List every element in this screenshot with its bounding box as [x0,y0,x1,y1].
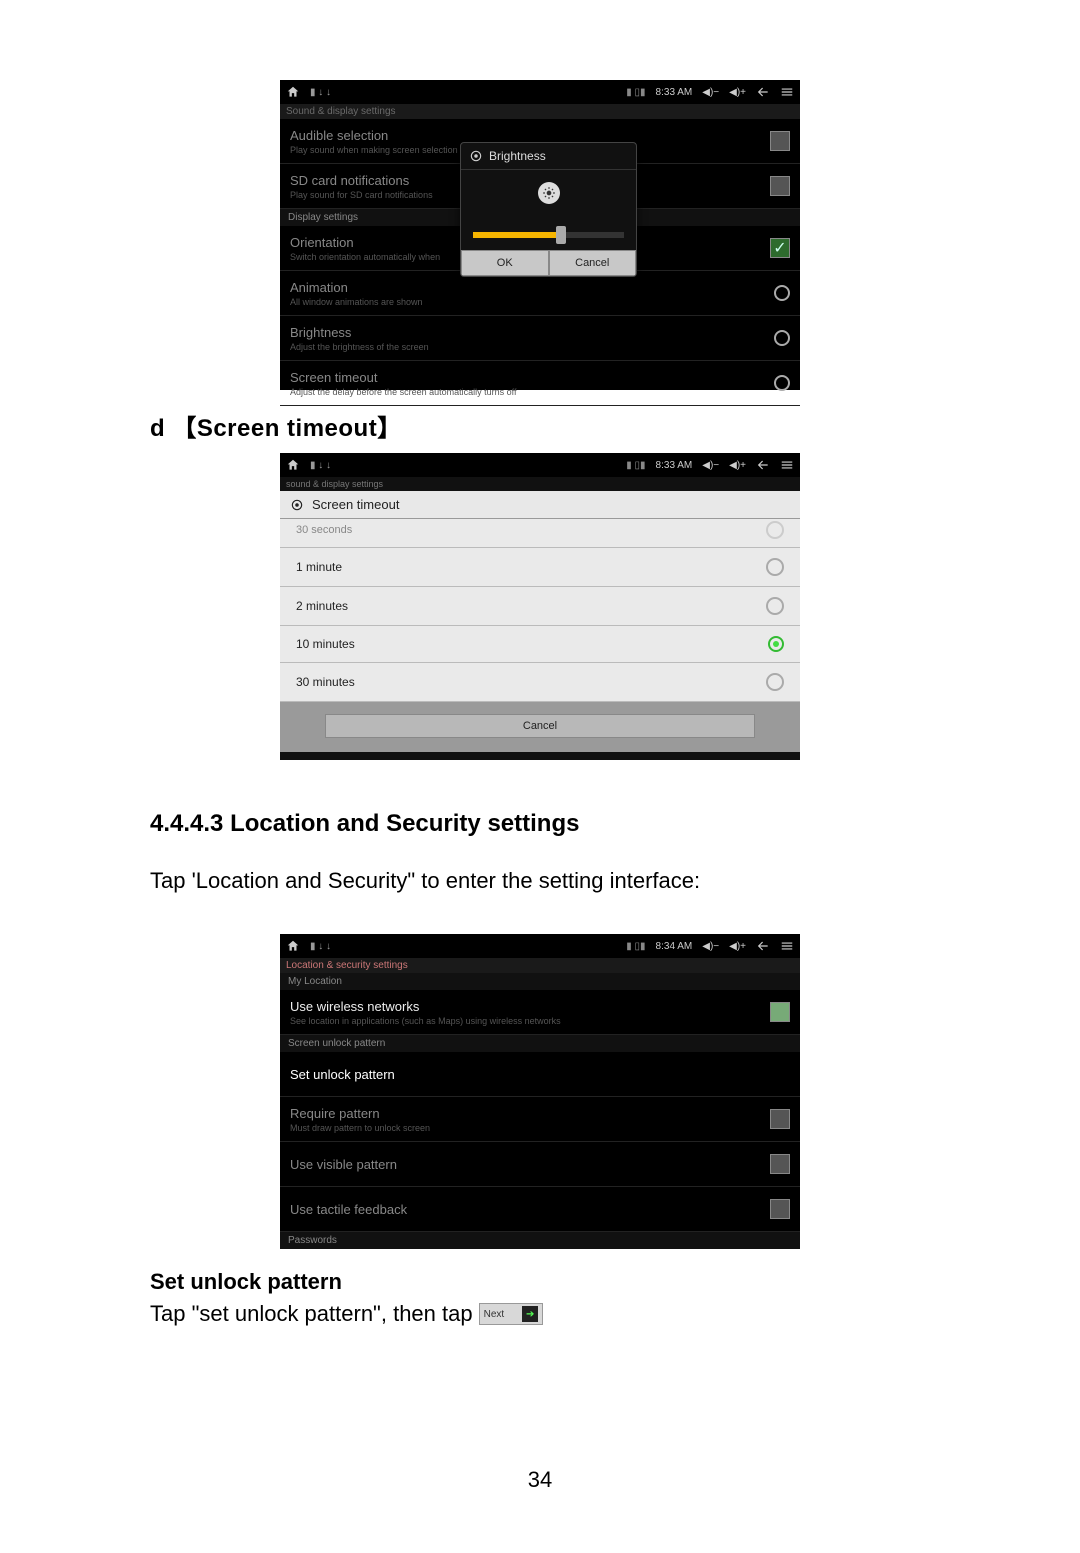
status-time: 8:33 AM [656,87,693,98]
row-tactile[interactable]: Use tactile feedback [280,1187,800,1232]
row-title: Screen timeout [290,370,516,385]
next-button-image: Next ➔ [479,1303,544,1325]
checkbox-icon[interactable] [770,1109,790,1129]
radio-icon[interactable] [766,597,784,615]
paragraph-location: Tap 'Location and Security" to enter the… [150,868,930,894]
section-mylocation: My Location [280,973,800,990]
checkbox-icon[interactable] [770,131,790,151]
status-time: 8:34 AM [656,941,693,952]
menu-icon [780,85,794,99]
status-bar: ▮ ↓ ↓ ▮ ▯▮ 8:34 AM ◀)− ◀)+ [280,934,800,958]
timeout-dialog-header: Screen timeout [280,491,800,519]
more-icon[interactable] [774,285,790,301]
vol-down-icon: ◀)− [702,941,719,952]
more-icon[interactable] [774,330,790,346]
checkbox-icon[interactable] [770,1154,790,1174]
more-icon[interactable] [774,375,790,391]
row-title: Use visible pattern [290,1157,397,1172]
back-icon [756,458,770,472]
vol-down-icon: ◀)− [702,460,719,471]
row-title: Set unlock pattern [290,1067,395,1082]
row-require-pattern[interactable]: Require pattern Must draw pattern to unl… [280,1097,800,1142]
page-number: 34 [150,1467,930,1493]
checkbox-icon[interactable] [770,176,790,196]
checkbox-icon[interactable] [770,1002,790,1022]
row-brightness[interactable]: Brightness Adjust the brightness of the … [280,316,800,361]
row-screen-timeout[interactable]: Screen timeout Adjust the delay before t… [280,361,800,406]
vol-down-icon: ◀)− [702,87,719,98]
target-icon [469,149,483,163]
brightness-dialog: Brightness OK Cancel [460,142,637,277]
screenshot-brightness: ▮ ↓ ↓ ▮ ▯▮ 8:33 AM ◀)− ◀)+ Sound & displ… [280,80,800,390]
row-sub: Adjust the brightness of the screen [290,342,429,352]
option-2min[interactable]: 2 minutes [280,587,800,626]
status-time: 8:33 AM [656,460,693,471]
back-icon [756,85,770,99]
menu-icon [780,458,794,472]
row-title: Animation [290,280,423,295]
row-title: Orientation [290,235,440,250]
dialog-title: Brightness [489,149,546,163]
next-label: Next [484,1309,505,1320]
row-wireless[interactable]: Use wireless networks See location in ap… [280,990,800,1035]
cancel-button[interactable]: Cancel [325,714,755,738]
paragraph-set-unlock-line: Tap "set unlock pattern", then tap Next … [150,1301,930,1327]
back-icon [756,939,770,953]
radio-icon[interactable] [766,673,784,691]
option-30s[interactable]: 30 seconds [280,519,800,548]
home-icon [286,85,300,99]
checkbox-checked-icon[interactable]: ✓ [770,238,790,258]
breadcrumb: Sound & display settings [280,104,800,119]
row-sub: See location in applications (such as Ma… [290,1016,561,1026]
row-visible-pattern[interactable]: Use visible pattern [280,1142,800,1187]
status-bar: ▮ ↓ ↓ ▮ ▯▮ 8:33 AM ◀)− ◀)+ [280,80,800,104]
radio-selected-icon[interactable] [768,636,784,652]
paragraph-set-unlock: Tap "set unlock pattern", then tap [150,1301,473,1327]
row-sub: Switch orientation automatically when [290,252,440,262]
status-bar: ▮ ↓ ↓ ▮ ▯▮ 8:33 AM ◀)− ◀)+ [280,453,800,477]
home-icon [286,939,300,953]
section-passwords: Passwords [280,1232,800,1249]
vol-up-icon: ◀)+ [729,87,746,98]
row-title: Use tactile feedback [290,1202,407,1217]
row-sub: Play sound for SD card notifications [290,190,433,200]
brightness-slider[interactable] [473,232,624,238]
row-animation[interactable]: Animation All window animations are show… [280,271,800,316]
vol-up-icon: ◀)+ [729,460,746,471]
screenshot-location-security: ▮ ↓ ↓ ▮ ▯▮ 8:34 AM ◀)− ◀)+ Location & se… [280,934,800,1249]
heading-section: 4.4.4.3 Location and Security settings [150,810,930,838]
target-icon [290,498,304,512]
option-30min[interactable]: 30 minutes [280,663,800,702]
row-set-unlock[interactable]: Set unlock pattern [280,1052,800,1097]
cancel-button[interactable]: Cancel [549,250,637,276]
heading-d: d 【Screen timeout】 [150,408,930,443]
arrow-icon: ➔ [522,1306,538,1322]
home-icon [286,458,300,472]
row-title: SD card notifications [290,173,433,188]
row-sub: All window animations are shown [290,297,423,307]
radio-icon[interactable] [766,521,784,539]
ok-button[interactable]: OK [461,250,549,276]
radio-icon[interactable] [766,558,784,576]
menu-icon [780,939,794,953]
row-sub: Must draw pattern to unlock screen [290,1123,430,1133]
option-10min[interactable]: 10 minutes [280,626,800,663]
row-sub: Play sound when making screen selection [290,145,458,155]
heading-set-unlock: Set unlock pattern [150,1269,930,1295]
row-title: Use wireless networks [290,999,561,1014]
breadcrumb: Location & security settings [280,958,800,973]
dialog-title: Screen timeout [312,497,399,512]
checkbox-icon[interactable] [770,1199,790,1219]
option-1min[interactable]: 1 minute [280,548,800,587]
brightness-icon [538,182,560,204]
section-unlock: Screen unlock pattern [280,1035,800,1052]
row-sub: Adjust the delay before the screen autom… [290,387,516,397]
row-title: Audible selection [290,128,458,143]
vol-up-icon: ◀)+ [729,941,746,952]
row-title: Require pattern [290,1106,430,1121]
screenshot-timeout: ▮ ↓ ↓ ▮ ▯▮ 8:33 AM ◀)− ◀)+ sound & displ… [280,453,800,760]
row-title: Brightness [290,325,429,340]
